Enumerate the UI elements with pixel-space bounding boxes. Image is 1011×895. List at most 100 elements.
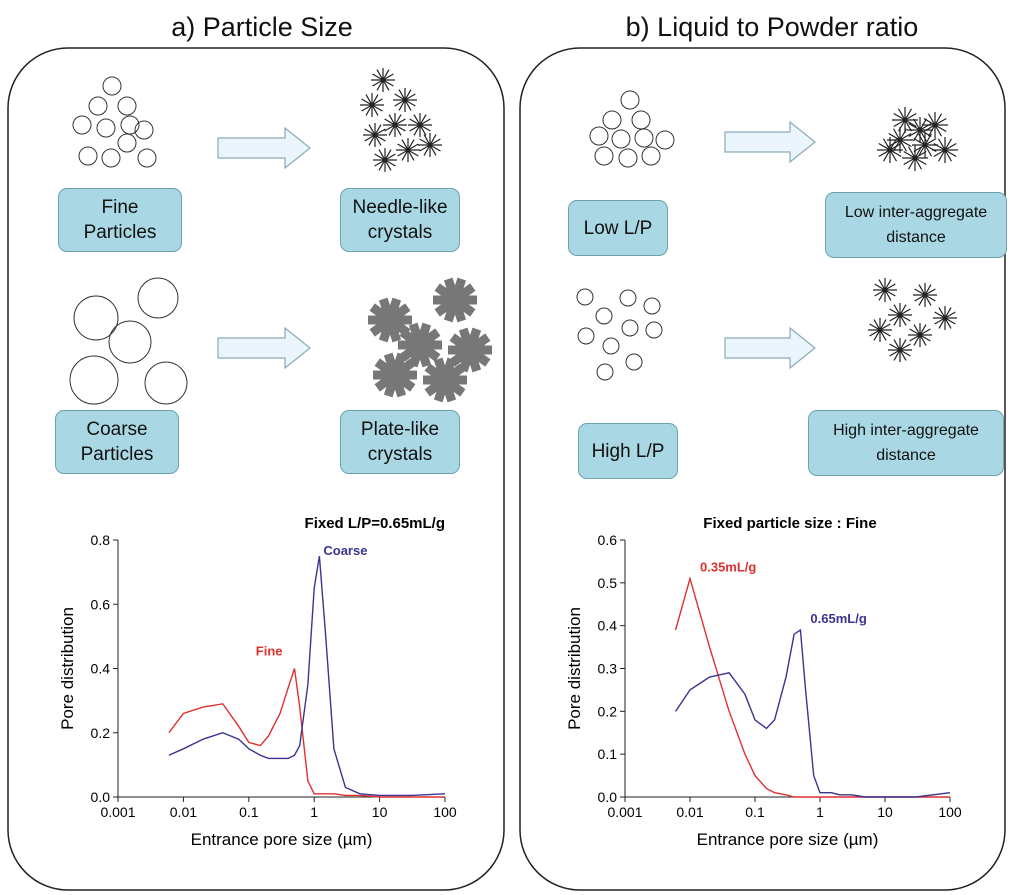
x-tick-label: 0.1 xyxy=(239,804,259,820)
label-box: High L/P xyxy=(578,423,678,479)
particle xyxy=(577,327,595,345)
crystal xyxy=(423,357,467,403)
label-box: Coarse Particles xyxy=(55,410,179,474)
crystal xyxy=(868,318,892,342)
label-box: Plate-like crystals xyxy=(340,410,460,474)
x-tick-label: 100 xyxy=(938,804,962,820)
particle xyxy=(594,146,614,166)
crystal xyxy=(373,352,417,398)
particle xyxy=(101,148,121,168)
particle xyxy=(634,128,654,148)
label-box: Low L/P xyxy=(568,200,668,256)
panel-frame xyxy=(7,47,505,891)
crystal xyxy=(888,303,912,327)
crystal xyxy=(888,338,912,362)
x-tick-label: 0.01 xyxy=(676,804,703,820)
crystal xyxy=(902,145,928,171)
crystal xyxy=(448,327,492,373)
y-tick-label: 0.8 xyxy=(91,532,111,548)
label-box: Low inter-aggregate distance xyxy=(825,192,1007,258)
particle xyxy=(88,96,108,116)
crystal xyxy=(368,297,412,343)
panel-title: b) Liquid to Powder ratio xyxy=(625,12,919,42)
crystal xyxy=(907,117,933,143)
particle xyxy=(102,76,122,96)
y-tick-label: 0.4 xyxy=(91,661,111,677)
x-tick-label: 0.001 xyxy=(100,804,135,820)
panel-title: a) Particle Size xyxy=(171,12,353,42)
chart-title: Fixed L/P=0.65mL/g xyxy=(305,515,445,532)
x-tick-label: 0.001 xyxy=(607,804,642,820)
particle xyxy=(645,321,663,339)
particle xyxy=(69,355,119,405)
particle xyxy=(621,319,639,337)
crystal xyxy=(408,113,432,137)
crystal xyxy=(912,132,938,158)
label-box: Fine Particles xyxy=(58,188,182,252)
particle xyxy=(117,133,137,153)
x-tick-label: 1 xyxy=(816,804,824,820)
y-tick-label: 0.6 xyxy=(598,532,618,548)
particle xyxy=(655,130,675,150)
particle xyxy=(602,110,622,130)
particle xyxy=(137,277,179,319)
crystal xyxy=(393,88,417,112)
crystal xyxy=(418,133,442,157)
crystal xyxy=(933,306,957,330)
x-axis-label: Entrance pore size (µm) xyxy=(697,830,879,849)
y-tick-label: 0.0 xyxy=(598,789,618,805)
particle xyxy=(611,129,631,149)
particle xyxy=(117,96,137,116)
y-tick-label: 0.3 xyxy=(598,661,618,677)
particle xyxy=(602,337,620,355)
particle xyxy=(137,148,157,168)
particle xyxy=(576,288,594,306)
y-tick-label: 0.1 xyxy=(598,746,618,762)
crystal xyxy=(396,138,420,162)
x-tick-label: 10 xyxy=(877,804,893,820)
crystal xyxy=(873,278,897,302)
y-tick-label: 0.2 xyxy=(91,725,111,741)
y-tick-label: 0.0 xyxy=(91,789,111,805)
series-line xyxy=(168,555,446,797)
particle xyxy=(72,115,92,135)
particle xyxy=(596,363,614,381)
crystal xyxy=(877,137,903,163)
panel-frame xyxy=(519,47,1006,891)
particle xyxy=(108,320,152,364)
particle xyxy=(625,353,643,371)
x-tick-label: 0.1 xyxy=(745,804,765,820)
x-axis-label: Entrance pore size (µm) xyxy=(191,830,373,849)
particle xyxy=(643,297,661,315)
crystal xyxy=(373,148,397,172)
y-axis-label: Pore distribution xyxy=(565,607,584,730)
particle xyxy=(134,120,154,140)
series-label: Coarse xyxy=(323,543,367,558)
y-axis-label: Pore distribution xyxy=(58,607,77,730)
y-tick-label: 0.5 xyxy=(598,575,618,591)
crystal xyxy=(383,113,407,137)
particle xyxy=(595,307,613,325)
arrow xyxy=(217,326,311,370)
crystal xyxy=(360,93,384,117)
y-tick-label: 0.4 xyxy=(598,618,618,634)
y-tick-label: 0.6 xyxy=(91,596,111,612)
particle xyxy=(620,90,640,110)
y-tick-label: 0.2 xyxy=(598,703,618,719)
crystal xyxy=(398,322,442,368)
crystal xyxy=(892,107,918,133)
series-line xyxy=(674,628,951,798)
particle xyxy=(96,118,116,138)
arrow xyxy=(724,120,816,164)
particle xyxy=(78,146,98,166)
series-line xyxy=(168,668,445,798)
particle xyxy=(618,148,638,168)
arrow xyxy=(217,126,311,170)
crystal xyxy=(932,137,958,163)
particle xyxy=(631,110,651,130)
particle xyxy=(144,361,188,405)
crystal xyxy=(433,277,477,323)
crystal xyxy=(913,283,937,307)
